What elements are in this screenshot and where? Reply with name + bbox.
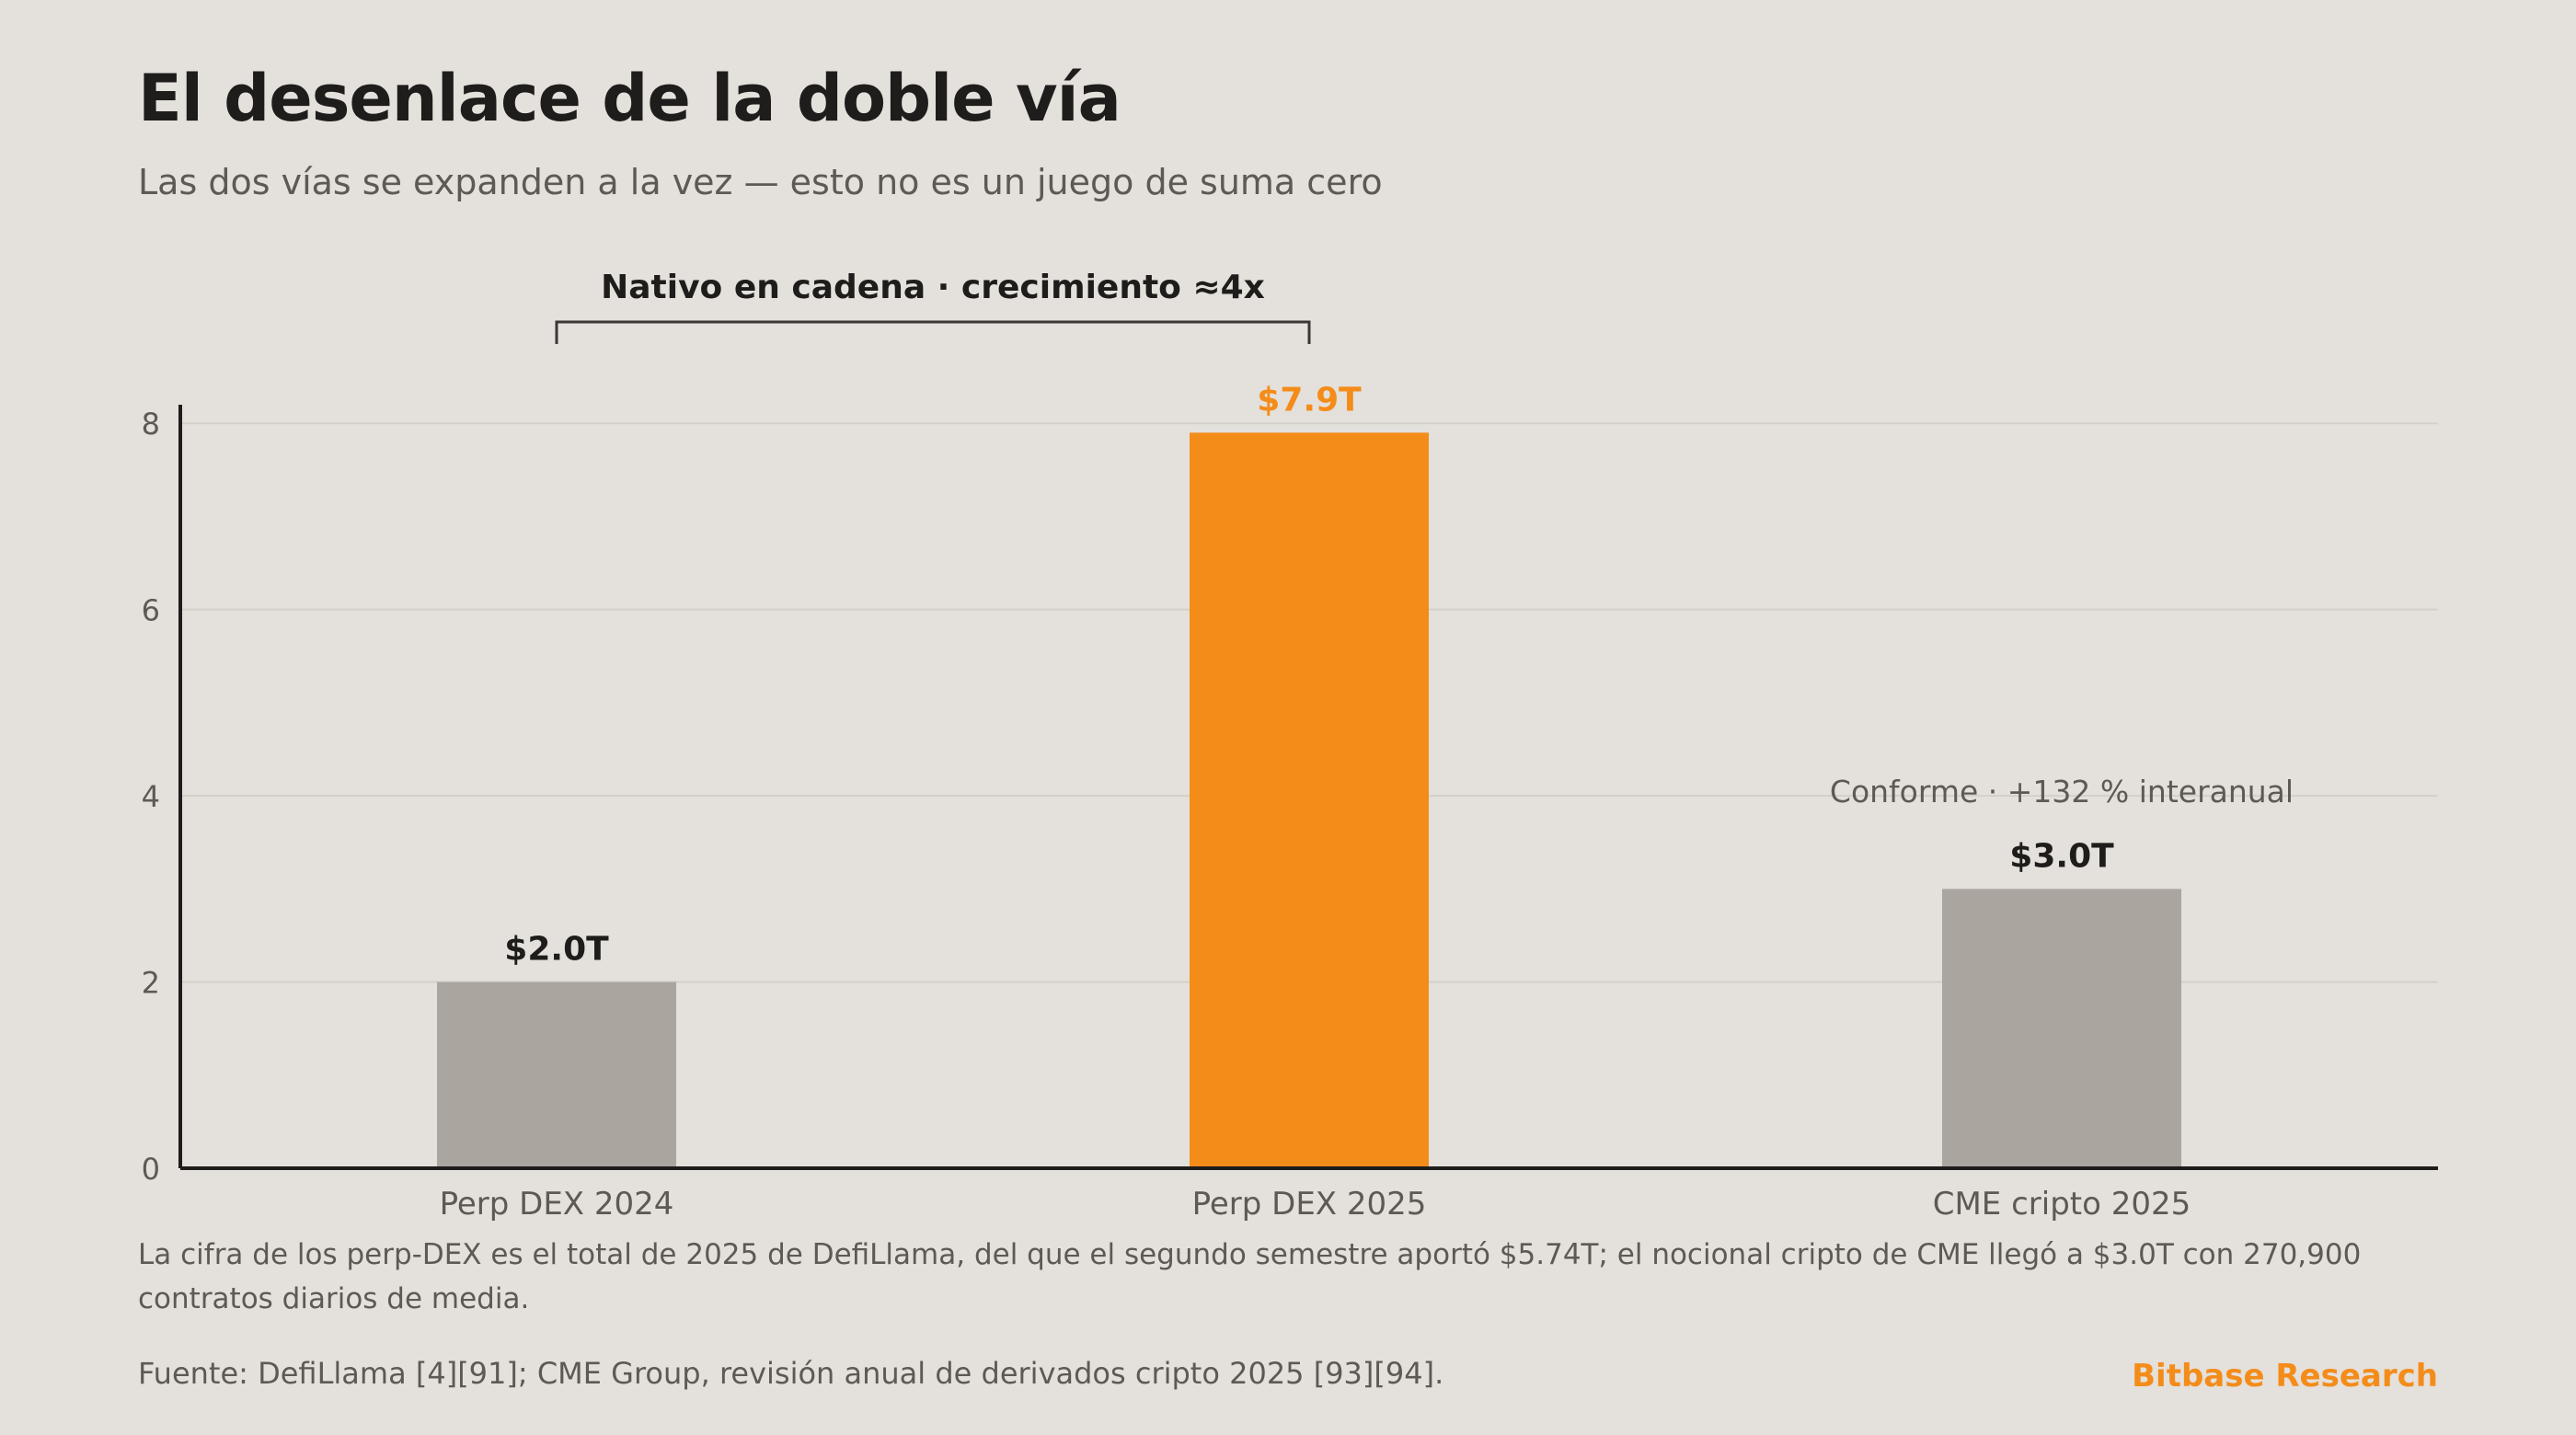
x-tick-label: Perp DEX 2024: [440, 1186, 674, 1223]
bars: [437, 432, 2181, 1168]
bar-1: [437, 982, 676, 1168]
y-tick-label: 8: [142, 407, 160, 442]
y-tick-label: 0: [142, 1152, 160, 1187]
growth-bracket: [555, 320, 1311, 344]
chart-subtitle: Las dos vías se expanden a la vez — esto…: [138, 162, 1383, 202]
y-tick-label: 4: [142, 779, 160, 814]
y-tick-label: 6: [142, 593, 160, 628]
bar-value-label: $2.0T: [504, 931, 609, 969]
y-tick-label: 2: [142, 966, 160, 1001]
labels: 0 2 4 6 8 $2.0T Perp DEX 2024 $7.9T Perp DEX 202…: [142, 269, 2294, 1223]
bracket-label: Nativo en cadena · crecimiento ≈4x: [601, 269, 1265, 306]
brand-logo-text: Bitbase Research: [2132, 1358, 2438, 1395]
chart-title: El desenlace de la doble vía: [138, 61, 1121, 136]
axes: [178, 320, 2438, 1170]
bar-2: [1190, 432, 1429, 1168]
x-tick-label: CME cripto 2025: [1933, 1186, 2191, 1223]
source-note: Fuente: DefiLlama [4][91]; CME Group, re…: [138, 1356, 1444, 1391]
bar-value-label: $7.9T: [1257, 381, 1362, 419]
bar-3: [1942, 889, 2181, 1168]
cme-annotation: Conforme · +132 % interanual: [1830, 774, 2294, 809]
x-tick-label: Perp DEX 2025: [1192, 1186, 1427, 1223]
bar-value-label: $3.0T: [2009, 837, 2114, 875]
footnote: La cifra de los perp-DEX es el total de …: [138, 1238, 2362, 1315]
